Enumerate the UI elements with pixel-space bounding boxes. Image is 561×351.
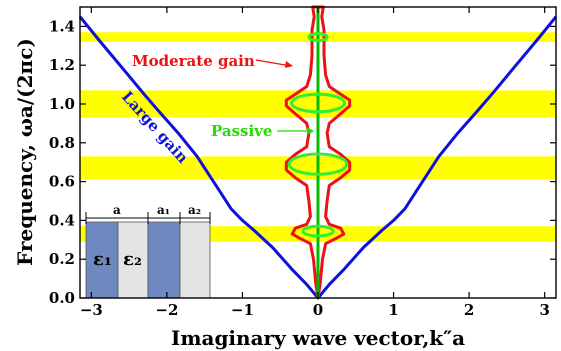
x-tick-label: 0: [313, 301, 323, 319]
inset-layer-eps2-b: [179, 221, 211, 299]
series-layer: [78, 5, 558, 300]
passive-loop-1: [287, 152, 349, 176]
y-tick-label: 0.2: [49, 250, 75, 268]
passive-loop-3: [307, 32, 329, 43]
annotation-moderate-gain-arrow: [255, 59, 292, 67]
inset-label-a2: a₂: [188, 203, 201, 217]
x-axis-title: Imaginary wave vector,k″a: [171, 326, 465, 350]
y-tick-label: 1.2: [49, 56, 75, 74]
y-tick-label: 1.4: [49, 17, 75, 35]
annotation-passive-arrowhead: [307, 127, 314, 135]
y-axis-title: Frequency, ωa/(2πc): [13, 38, 37, 266]
x-tick-label: 1: [388, 301, 398, 319]
inset: ε₁ ε₂ a a₁ a₂: [85, 203, 211, 299]
y-tick-label: 0.6: [49, 173, 75, 191]
passive-loop-2: [290, 92, 346, 114]
x-tick-label: −3: [80, 301, 103, 319]
y-tick-label: 0.4: [49, 211, 75, 229]
x-tick-label: −1: [231, 301, 254, 319]
y-tick-label: 1.0: [49, 95, 75, 113]
annotation-moderate-gain-arrowhead: [285, 61, 293, 68]
x-tick-label: −2: [155, 301, 178, 319]
annotation-moderate-gain: Moderate gain: [132, 52, 255, 70]
inset-layer-eps1-b: [147, 221, 181, 299]
inset-label-a1: a₁: [157, 203, 170, 217]
x-tick-label: 2: [464, 301, 474, 319]
axis-ticks: −3 −2 −1 0 1 2 3 0.0 0.2 0.4 0.6 0.8 1.0 1.2 1.4: [49, 7, 556, 319]
inset-eps1: ε₁: [93, 249, 112, 270]
inset-eps2: ε₂: [123, 249, 142, 270]
passive-loop-0: [301, 224, 335, 238]
y-tick-label: 0.0: [49, 289, 75, 307]
inset-layer-eps1-a: [85, 221, 119, 299]
x-tick-label: 3: [539, 301, 549, 319]
inset-label-a: a: [113, 203, 121, 217]
annotation-passive: Passive: [211, 122, 272, 140]
y-tick-label: 0.8: [49, 134, 75, 152]
